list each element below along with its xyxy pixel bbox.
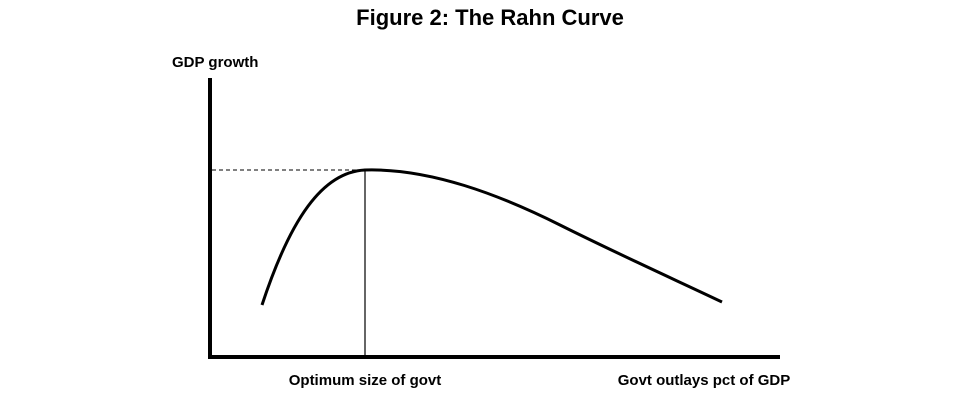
rahn-curve [260,168,723,306]
annotation: Optimum size of govt [289,372,442,389]
x-axis-label: Govt outlays pct of GDP [618,372,791,389]
title: Figure 2: The Rahn Curve [356,5,624,30]
y-axis-label: GDP growth [172,54,258,71]
